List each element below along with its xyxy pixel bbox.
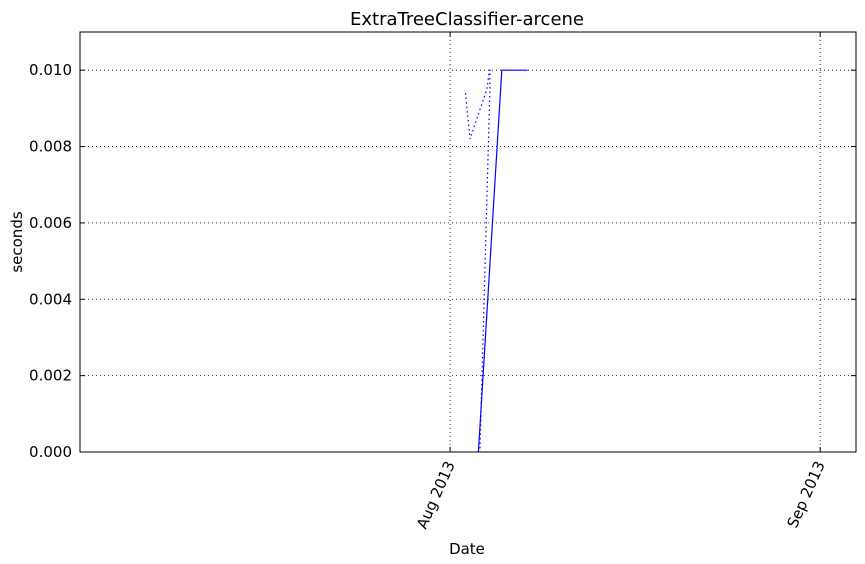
y-tick-label: 0.002	[29, 367, 72, 385]
x-tick-label: Sep 2013	[783, 458, 828, 530]
series-line-1	[477, 69, 528, 453]
x-tick-label: Aug 2013	[413, 458, 459, 531]
x-axis-label: Date	[449, 540, 485, 558]
chart-title: ExtraTreeClassifier-arcene	[350, 9, 584, 30]
plot-frame	[79, 31, 857, 453]
y-tick-label: 0.008	[29, 138, 72, 156]
series-line-2	[464, 69, 491, 453]
y-tick-label: 0.006	[29, 214, 72, 232]
y-tick-label: 0.000	[29, 443, 72, 461]
y-tick-label: 0.004	[29, 290, 72, 308]
y-tick-label: 0.010	[29, 61, 72, 79]
axis-ticks: 0.000 0.002 0.004 0.006 0.008 0.010 Aug 2013 Se…	[29, 32, 856, 532]
grid-lines	[80, 32, 856, 453]
y-axis-label: seconds	[8, 211, 26, 272]
series-lines	[464, 69, 528, 453]
